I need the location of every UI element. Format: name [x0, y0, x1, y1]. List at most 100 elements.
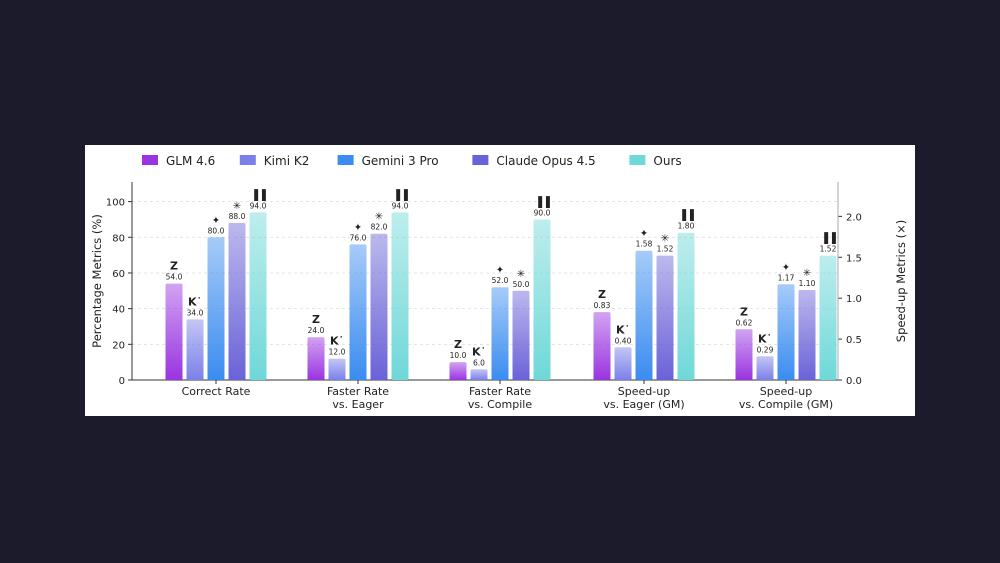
right-tick-label: 0.0 — [846, 376, 862, 387]
value-label: 90.0 — [534, 208, 551, 217]
x-tick-label: vs. Eager (GM) — [603, 398, 684, 411]
bar-glm-4-6 — [307, 337, 325, 380]
zhipu-z-logo-icon: Z — [312, 313, 320, 326]
bar-glm-4-6 — [165, 283, 183, 380]
x-tick-label: Faster Rate — [469, 385, 531, 398]
value-label: 82.0 — [371, 223, 388, 232]
bar-gemini-3-pro — [491, 287, 509, 380]
value-label: 1.80 — [678, 222, 695, 231]
gemini-sparkle-logo-icon: ✦ — [782, 262, 790, 273]
value-label: 94.0 — [392, 201, 409, 210]
bar-ours — [533, 219, 551, 380]
grouped-bar-chart: 0 20 40 60 80 100 0.0 0.5 1.0 1.5 2.0 Percentage Me… — [90, 154, 908, 411]
bar-claude-opus-4-5 — [798, 290, 816, 380]
bar-ours — [249, 212, 267, 380]
legend-label: Gemini 3 Pro — [362, 154, 439, 168]
right-tick-label: 1.5 — [846, 253, 862, 264]
legend-label: GLM 4.6 — [166, 154, 215, 168]
value-label: 76.0 — [350, 233, 367, 242]
bar-ours — [391, 212, 409, 380]
value-label: 12.0 — [329, 348, 346, 357]
chart-panel: 0 20 40 60 80 100 0.0 0.5 1.0 1.5 2.0 Percentage Me… — [85, 145, 915, 416]
left-axis-label: Percentage Metrics (%) — [90, 214, 104, 348]
kimi-k-logo-icon: K˙ — [472, 345, 486, 358]
bar-chart-logo-icon: ▐▐ — [250, 188, 266, 201]
bar-glm-4-6 — [593, 312, 611, 380]
left-tick-label: 40 — [112, 305, 125, 316]
right-tick-label: 0.5 — [846, 335, 862, 346]
bar-gemini-3-pro — [635, 250, 653, 380]
bar-glm-4-6 — [735, 329, 753, 380]
value-label: 0.29 — [757, 345, 774, 354]
bar-chart-logo-icon: ▐▐ — [534, 195, 550, 208]
legend-label: Ours — [653, 154, 681, 168]
gemini-sparkle-logo-icon: ✦ — [496, 265, 504, 276]
zhipu-z-logo-icon: Z — [740, 305, 748, 318]
left-tick-label: 100 — [106, 198, 125, 209]
value-label: 94.0 — [250, 201, 267, 210]
x-tick-label: Speed-up — [618, 385, 670, 398]
left-tick-label: 80 — [112, 233, 125, 244]
x-tick-label: vs. Compile — [468, 398, 532, 411]
right-tick-label: 1.0 — [846, 294, 862, 305]
zhipu-z-logo-icon: Z — [454, 338, 462, 351]
right-axis-label: Speed-up Metrics (×) — [894, 220, 908, 342]
legend-swatch — [142, 155, 158, 165]
legend-swatch — [629, 155, 646, 165]
bar-kimi-k2 — [328, 358, 346, 380]
value-label: 54.0 — [166, 273, 183, 282]
kimi-k-logo-icon: K˙ — [758, 332, 772, 345]
value-label: 10.0 — [450, 351, 467, 360]
bar-claude-opus-4-5 — [656, 255, 674, 380]
bar-kimi-k2 — [756, 356, 774, 380]
value-label: 0.40 — [615, 336, 632, 345]
gemini-sparkle-logo-icon: ✦ — [354, 222, 362, 233]
bar-kimi-k2 — [186, 319, 204, 380]
legend-label: Kimi K2 — [264, 154, 310, 168]
bar-chart-logo-icon: ▐▐ — [820, 232, 836, 245]
bar-claude-opus-4-5 — [228, 223, 246, 380]
bar-kimi-k2 — [614, 347, 632, 380]
bar-ours — [819, 255, 837, 380]
left-tick-label: 60 — [112, 269, 125, 280]
gemini-sparkle-logo-icon: ✦ — [212, 215, 220, 226]
value-label: 0.83 — [594, 301, 611, 310]
bar-chart-logo-icon: ▐▐ — [678, 209, 694, 222]
value-label: 34.0 — [187, 308, 204, 317]
legend-swatch — [337, 155, 354, 165]
bar-claude-opus-4-5 — [512, 290, 530, 380]
claude-asterisk-logo-icon: ✳ — [803, 268, 811, 279]
bar-chart-logo-icon: ▐▐ — [392, 188, 408, 201]
kimi-k-logo-icon: K˙ — [616, 323, 630, 336]
bar-kimi-k2 — [470, 369, 488, 380]
value-label: 80.0 — [208, 226, 225, 235]
right-tick-label: 2.0 — [846, 212, 862, 223]
x-tick-label: Correct Rate — [182, 385, 251, 398]
value-label: 1.17 — [778, 273, 795, 282]
value-label: 1.52 — [657, 245, 674, 254]
value-label: 1.10 — [799, 279, 816, 288]
gemini-sparkle-logo-icon: ✦ — [640, 229, 648, 240]
claude-asterisk-logo-icon: ✳ — [375, 212, 383, 223]
x-tick-label: Speed-up — [760, 385, 812, 398]
x-tick-label: Faster Rate — [327, 385, 389, 398]
left-tick-label: 20 — [112, 340, 125, 351]
claude-asterisk-logo-icon: ✳ — [233, 201, 241, 212]
claude-asterisk-logo-icon: ✳ — [661, 234, 669, 245]
zhipu-z-logo-icon: Z — [170, 260, 178, 273]
value-label: 50.0 — [513, 280, 530, 289]
bar-gemini-3-pro — [349, 244, 367, 380]
kimi-k-logo-icon: K˙ — [188, 295, 202, 308]
bar-glm-4-6 — [449, 362, 467, 380]
kimi-k-logo-icon: K˙ — [330, 335, 344, 348]
bar-gemini-3-pro — [207, 237, 225, 380]
value-label: 0.62 — [736, 318, 753, 327]
left-tick-label: 0 — [119, 376, 125, 387]
claude-asterisk-logo-icon: ✳ — [517, 269, 525, 280]
bar-claude-opus-4-5 — [370, 233, 388, 380]
legend-swatch — [472, 155, 489, 165]
value-label: 6.0 — [473, 358, 485, 367]
value-label: 1.52 — [820, 245, 837, 254]
bar-gemini-3-pro — [777, 284, 795, 380]
legend-label: Claude Opus 4.5 — [496, 154, 595, 168]
